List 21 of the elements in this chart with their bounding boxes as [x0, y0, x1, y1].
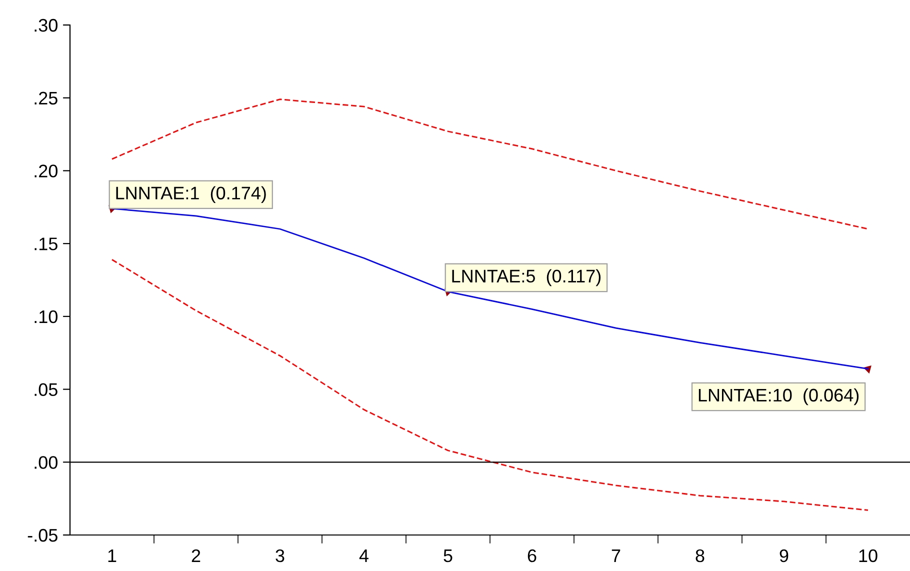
y-tick-label: .05 — [34, 383, 58, 396]
y-tick-label: -.05 — [28, 528, 58, 542]
annotation: LNNTAE:1 (0.174) — [116, 186, 266, 204]
x-tick-label: 10 — [859, 549, 878, 562]
x-tick-label: 3 — [276, 549, 284, 562]
annotation: LNNTAE:5 (0.117) — [452, 269, 601, 286]
y-tick-label: .10 — [34, 310, 58, 324]
x-tick-label: 9 — [780, 549, 788, 562]
x-tick-label: 5 — [444, 550, 452, 562]
y-tick-label: .00 — [34, 456, 58, 469]
y-tick-label: .15 — [34, 238, 58, 250]
x-tick-label: 1 — [108, 550, 116, 562]
x-tick-label: 4 — [359, 550, 368, 562]
y-tick-label: .30 — [34, 18, 58, 32]
x-tick-label: 6 — [528, 549, 536, 562]
annotation: LNNTAE:10 (0.064) — [698, 388, 859, 406]
y-tick-label: .20 — [34, 164, 58, 178]
y-tick-label: .25 — [34, 92, 58, 105]
x-tick-label: 7 — [612, 550, 620, 562]
x-tick-label: 2 — [192, 549, 200, 562]
x-tick-label: 8 — [696, 549, 704, 562]
